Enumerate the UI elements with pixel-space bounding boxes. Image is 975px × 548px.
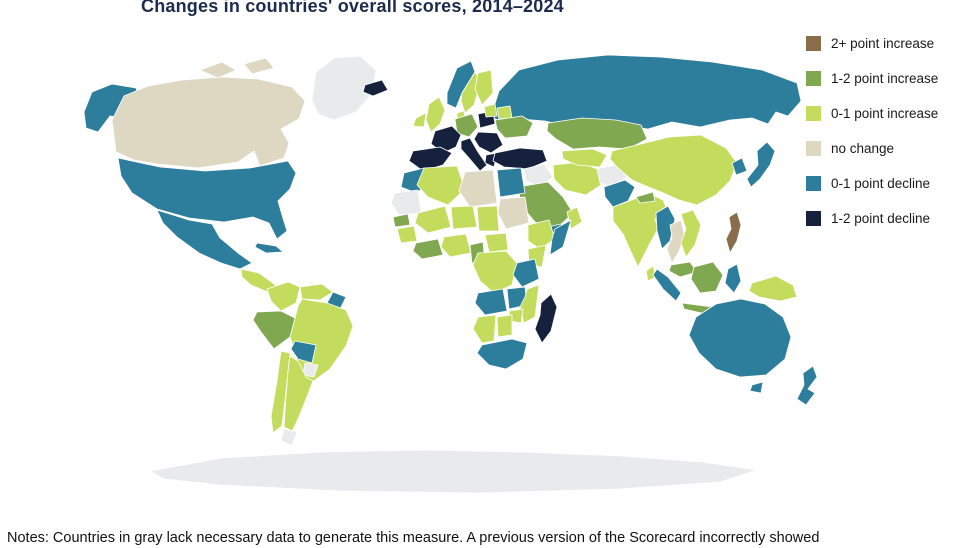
region-china [609, 134, 738, 206]
region-russia [491, 54, 802, 132]
region-guinea [396, 225, 418, 244]
region-paraguay [302, 362, 319, 378]
legend-swatch-2plus-increase-icon [806, 36, 821, 51]
region-tasmania [749, 381, 764, 394]
region-libya [458, 169, 498, 208]
region-iceland [362, 79, 389, 97]
region-botswana [496, 314, 513, 338]
region-mozambique [519, 284, 540, 324]
legend-label-1-2-increase: 1-2 point increase [831, 71, 939, 86]
legend-item-1-2-decline: 1-2 point decline [806, 211, 938, 226]
legend: 2+ point increase 1-2 point increase 0-1… [806, 36, 938, 226]
legend-item-2plus-increase: 2+ point increase [806, 36, 938, 51]
region-new-zealand [796, 365, 818, 406]
region-colombia [266, 281, 301, 312]
region-mali [414, 205, 452, 234]
region-malaysia [668, 261, 698, 278]
region-ethiopia [527, 219, 556, 250]
region-mauritania [390, 189, 422, 216]
legend-label-1-2-decline: 1-2 point decline [831, 211, 931, 226]
region-algeria [416, 165, 466, 206]
region-sumatra [652, 268, 682, 302]
region-south-africa [476, 338, 528, 370]
region-namibia [472, 314, 497, 344]
region-ghana [412, 238, 444, 260]
region-philippines [725, 211, 742, 254]
region-belarus [496, 105, 513, 120]
chart-title: Changes in countries' overall scores, 20… [141, 0, 564, 16]
legend-swatch-0-1-decline-icon [806, 176, 821, 191]
legend-item-0-1-increase: 0-1 point increase [806, 106, 938, 121]
region-drc [472, 250, 518, 294]
region-korea [731, 157, 748, 176]
legend-item-1-2-increase: 1-2 point increase [806, 71, 938, 86]
region-canada [111, 76, 306, 169]
region-arctic-islands [199, 57, 275, 79]
legend-swatch-1-2-decline-icon [806, 211, 821, 226]
region-ireland [412, 112, 427, 128]
region-uzbekistan [561, 148, 608, 168]
region-cuba [254, 242, 284, 254]
region-angola [474, 288, 508, 316]
region-spain [408, 146, 453, 172]
region-japan [746, 141, 776, 188]
region-peru [252, 310, 296, 350]
region-uk [425, 96, 446, 133]
region-baltics [483, 103, 498, 118]
region-niger [450, 205, 478, 230]
region-patagonia [280, 428, 298, 446]
region-australia [688, 298, 792, 378]
region-france [430, 125, 462, 154]
region-egypt [496, 167, 526, 198]
region-pakistan [603, 179, 636, 208]
region-senegal [392, 213, 411, 228]
region-madagascar [534, 293, 558, 344]
legend-label-0-1-increase: 0-1 point increase [831, 106, 939, 121]
legend-label-no-change: no change [831, 141, 895, 156]
region-finland [474, 69, 494, 106]
notes-text: Notes: Countries in gray lack necessary … [7, 530, 820, 546]
region-antarctica [149, 449, 758, 494]
region-turkey [492, 147, 548, 170]
region-nigeria [440, 233, 472, 258]
legend-swatch-0-1-increase-icon [806, 106, 821, 121]
region-balkans [473, 131, 504, 154]
region-borneo [690, 261, 724, 294]
region-italy [460, 137, 488, 172]
region-bolivia [290, 340, 317, 364]
legend-label-0-1-decline: 0-1 point decline [831, 176, 931, 191]
region-sudan [497, 196, 530, 230]
region-venezuela [299, 283, 334, 301]
region-thailand [666, 219, 686, 264]
region-central-african-republic [484, 232, 509, 253]
region-vietnam [680, 209, 702, 258]
region-tanzania [512, 258, 540, 288]
legend-swatch-no-change-icon [806, 141, 821, 156]
region-usa [117, 157, 297, 240]
region-argentina [283, 355, 314, 432]
legend-item-0-1-decline: 0-1 point decline [806, 176, 938, 191]
region-somalia [549, 219, 572, 256]
legend-label-2plus-increase: 2+ point increase [831, 36, 935, 51]
region-ukraine [494, 115, 534, 139]
legend-item-no-change: no change [806, 141, 938, 156]
region-mexico [156, 209, 253, 270]
region-sulawesi [724, 263, 742, 294]
region-iran [552, 161, 602, 196]
region-nepal [635, 191, 656, 204]
legend-swatch-1-2-increase-icon [806, 71, 821, 86]
region-chad [476, 205, 500, 232]
region-new-guinea [748, 275, 798, 302]
